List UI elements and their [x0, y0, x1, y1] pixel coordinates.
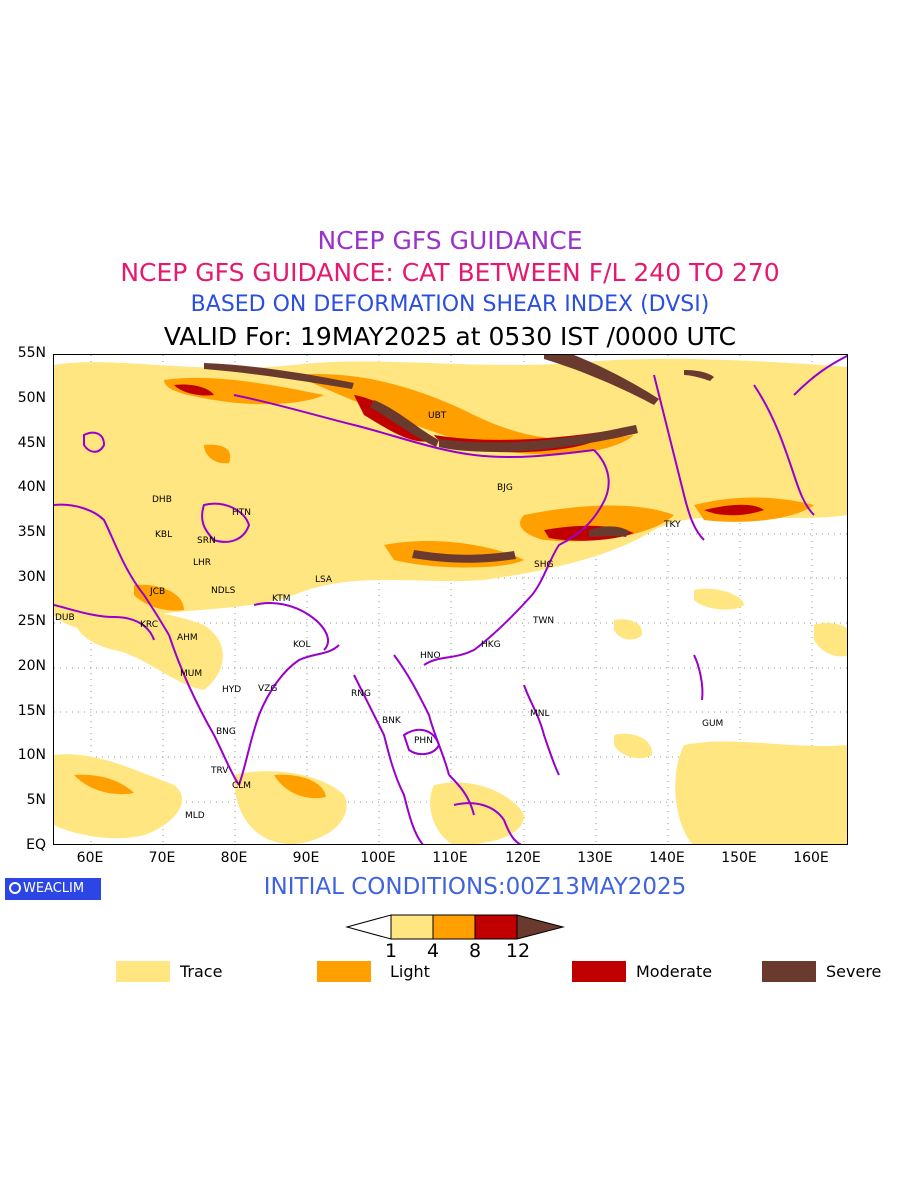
colorbar-tick-1: 1 — [384, 940, 398, 962]
lat-label-55n: 55N — [17, 345, 46, 361]
lon-label-100e: 100E — [360, 850, 396, 866]
station-lsa: LSA — [315, 575, 333, 585]
legend-swatch-moderate — [572, 961, 626, 982]
lon-label-120e: 120E — [505, 850, 541, 866]
station-kol: KOL — [293, 640, 311, 650]
station-jcb: JCB — [149, 587, 165, 597]
station-kbl: KBL — [155, 530, 172, 540]
legend-swatch-severe — [762, 961, 816, 982]
station-lhr: LHR — [193, 558, 211, 568]
title-index: BASED ON DEFORMATION SHEAR INDEX (DVSI) — [190, 292, 710, 317]
lon-label-130e: 130E — [577, 850, 613, 866]
station-srn: SRN — [197, 536, 216, 546]
colorbar-moderate — [474, 914, 518, 940]
station-ktm: KTM — [272, 594, 290, 604]
station-bjg: BJG — [497, 483, 513, 493]
map-frame: UBT BJG DHB HTN KBL SRN LHR TKY SHG LSA … — [53, 354, 848, 845]
lat-label-35n: 35N — [17, 524, 46, 540]
station-labels: UBT BJG DHB HTN KBL SRN LHR TKY SHG LSA … — [55, 411, 723, 821]
lon-label-150e: 150E — [721, 850, 757, 866]
legend-swatch-trace — [116, 961, 170, 982]
weaclim-logo: WEACLIM — [5, 878, 101, 900]
station-gum: GUM — [702, 719, 723, 729]
colorbar-tick-12: 12 — [505, 940, 531, 962]
initial-conditions: INITIAL CONDITIONS:00Z13MAY2025 — [263, 874, 687, 900]
legend-label-moderate: Moderate — [636, 962, 713, 981]
station-dub: DUB — [55, 613, 75, 623]
legend-swatch-light — [317, 961, 371, 982]
station-hyd: HYD — [222, 685, 241, 695]
title-subtitle: NCEP GFS GUIDANCE: CAT BETWEEN F/L 240 T… — [120, 258, 780, 287]
lat-label-5n: 5N — [26, 792, 46, 808]
severe-areas — [204, 355, 714, 563]
trace-areas — [54, 358, 847, 844]
copyright-circle-icon — [9, 882, 21, 894]
colorbar-trace — [390, 914, 434, 940]
lat-label-50n: 50N — [17, 390, 46, 406]
title-main: NCEP GFS GUIDANCE — [317, 226, 583, 255]
station-krc: KRC — [140, 620, 158, 630]
title-valid-time: VALID For: 19MAY2025 at 0530 IST /0000 U… — [163, 322, 737, 351]
station-mnl: MNL — [530, 709, 550, 719]
station-clm: CLM — [232, 781, 251, 791]
legend-label-light: Light — [390, 962, 430, 981]
lat-label-30n: 30N — [17, 569, 46, 585]
lat-label-45n: 45N — [17, 435, 46, 451]
station-dhb: DHB — [152, 495, 172, 505]
lon-label-110e: 110E — [432, 850, 468, 866]
lat-label-10n: 10N — [17, 747, 46, 763]
colorbar-tick-8: 8 — [468, 940, 482, 962]
lon-label-70e: 70E — [148, 850, 176, 866]
lat-label-20n: 20N — [17, 658, 46, 674]
colorbar-under-arrow — [345, 914, 392, 940]
station-vzg: VZG — [258, 684, 277, 694]
station-bng: BNG — [216, 727, 236, 737]
lat-label-25n: 25N — [17, 613, 46, 629]
lon-label-60e: 60E — [76, 850, 104, 866]
legend-label-trace: Trace — [180, 962, 223, 981]
lon-label-140e: 140E — [649, 850, 685, 866]
turbulence-map: UBT BJG DHB HTN KBL SRN LHR TKY SHG LSA … — [54, 355, 847, 844]
colorbar-severe-arrow — [516, 914, 565, 940]
lat-label-15n: 15N — [17, 703, 46, 719]
colorbar-light — [432, 914, 476, 940]
station-trv: TRV — [210, 766, 229, 776]
legend-label-severe: Severe — [826, 962, 882, 981]
lon-label-80e: 80E — [220, 850, 248, 866]
station-ahm: AHM — [177, 633, 198, 643]
station-tky: TKY — [663, 520, 681, 530]
station-hkg: HKG — [481, 640, 501, 650]
colorbar — [345, 914, 565, 940]
station-ubt: UBT — [428, 411, 447, 421]
station-mld: MLD — [185, 811, 205, 821]
light-areas — [74, 374, 814, 799]
station-shg: SHG — [534, 560, 553, 570]
station-twn: TWN — [532, 616, 554, 626]
lat-label-eq: EQ — [26, 837, 46, 853]
colorbar-tick-4: 4 — [426, 940, 440, 962]
logo-text: WEACLIM — [23, 881, 85, 896]
station-ndls: NDLS — [211, 586, 236, 596]
lon-label-90e: 90E — [292, 850, 320, 866]
station-hno: HNO — [420, 651, 441, 661]
station-htn: HTN — [232, 508, 251, 518]
station-rng: RNG — [351, 689, 371, 699]
station-phn: PHN — [414, 736, 433, 746]
country-borders — [54, 355, 847, 844]
lat-label-40n: 40N — [17, 479, 46, 495]
lon-label-160e: 160E — [793, 850, 829, 866]
station-mum: MUM — [180, 669, 202, 679]
station-bnk: BNK — [382, 716, 402, 726]
